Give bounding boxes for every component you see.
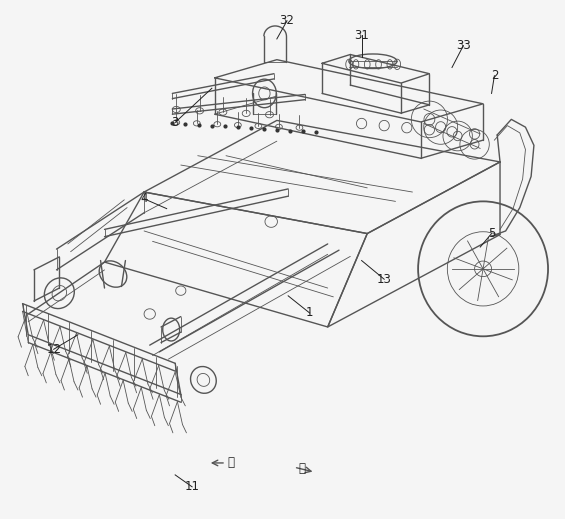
Text: 13: 13 <box>377 272 392 286</box>
Text: 右: 右 <box>299 461 306 475</box>
Text: 3: 3 <box>171 116 179 129</box>
Text: 前: 前 <box>227 456 234 470</box>
Text: 12: 12 <box>46 343 61 356</box>
Text: 33: 33 <box>456 39 471 52</box>
Text: 31: 31 <box>354 29 369 42</box>
Text: 2: 2 <box>490 69 498 83</box>
Text: 1: 1 <box>306 306 314 320</box>
Text: 5: 5 <box>488 227 496 240</box>
Text: 32: 32 <box>280 14 294 28</box>
Text: 11: 11 <box>185 480 199 494</box>
Text: 4: 4 <box>140 192 148 206</box>
